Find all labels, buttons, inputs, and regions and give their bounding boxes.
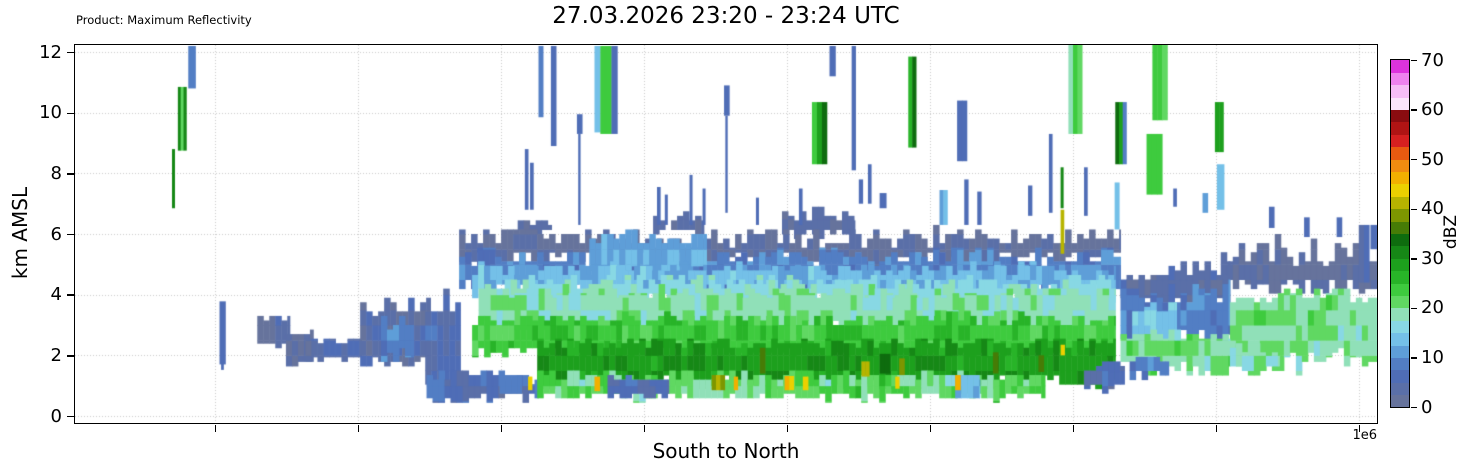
colorbar-step xyxy=(1391,183,1409,197)
colorbar-step xyxy=(1391,171,1409,185)
colorbar-step xyxy=(1391,245,1409,259)
colorbar-tick-mark xyxy=(1411,109,1417,111)
x-axis-label: South to North xyxy=(652,439,800,463)
colorbar-step xyxy=(1391,208,1409,222)
y-tick-label: 0 xyxy=(50,405,62,427)
colorbar-step xyxy=(1391,146,1409,160)
y-tick-label: 10 xyxy=(39,102,62,124)
y-tick-label: 8 xyxy=(50,162,62,184)
product-label: Product: Maximum Reflectivity xyxy=(76,13,252,27)
plot-area xyxy=(74,44,1378,424)
colorbar-step xyxy=(1391,394,1409,408)
colorbar-step xyxy=(1391,369,1409,383)
y-tick-label: 12 xyxy=(39,41,62,63)
colorbar-step xyxy=(1391,84,1409,98)
y-tick-label: 2 xyxy=(50,344,62,366)
colorbar-tick-label: 40 xyxy=(1421,198,1444,220)
colorbar-step xyxy=(1391,72,1409,86)
colorbar-step xyxy=(1391,60,1409,73)
x-tick-mark xyxy=(643,425,646,432)
colorbar xyxy=(1390,59,1410,408)
x-tick-mark xyxy=(929,425,932,432)
x-tick-mark xyxy=(1072,425,1075,432)
colorbar-step xyxy=(1391,270,1409,284)
colorbar-tick-label: 60 xyxy=(1421,99,1444,121)
colorbar-tick-mark xyxy=(1411,406,1417,409)
colorbar-step xyxy=(1391,295,1409,309)
colorbar-step xyxy=(1391,121,1409,135)
x-tick-mark xyxy=(1358,425,1361,432)
colorbar-step xyxy=(1391,382,1409,396)
y-tick-label: 4 xyxy=(50,284,62,306)
x-tick-mark xyxy=(1215,425,1218,432)
colorbar-label: dBZ xyxy=(1441,214,1461,250)
y-tick-label: 6 xyxy=(50,223,62,245)
colorbar-gradient xyxy=(1391,60,1409,408)
colorbar-tick-label: 50 xyxy=(1421,148,1444,170)
chart-title: 27.03.2026 23:20 - 23:24 UTC xyxy=(552,3,900,29)
axis-offset-label: 1e6 xyxy=(1352,428,1377,443)
colorbar-step xyxy=(1391,221,1409,234)
colorbar-step xyxy=(1391,196,1409,210)
x-tick-mark xyxy=(214,425,217,432)
colorbar-step xyxy=(1391,345,1409,358)
reflectivity-heatmap xyxy=(75,45,1377,423)
colorbar-step xyxy=(1391,109,1409,123)
colorbar-tick-label: 20 xyxy=(1421,297,1444,319)
y-tick-mark xyxy=(67,355,74,357)
colorbar-step xyxy=(1391,307,1409,321)
colorbar-tick-mark xyxy=(1411,258,1417,260)
colorbar-tick-label: 30 xyxy=(1421,247,1444,269)
colorbar-step xyxy=(1391,332,1409,346)
colorbar-step xyxy=(1391,159,1409,172)
colorbar-tick-label: 70 xyxy=(1421,49,1444,71)
y-tick-mark xyxy=(67,51,74,54)
colorbar-tick-mark xyxy=(1411,158,1417,161)
colorbar-step xyxy=(1391,258,1409,272)
x-tick-mark xyxy=(500,425,503,432)
colorbar-tick-mark xyxy=(1411,307,1417,310)
y-tick-mark xyxy=(67,233,74,236)
x-tick-mark xyxy=(357,425,360,432)
x-tick-mark xyxy=(786,425,789,432)
colorbar-tick-label: 0 xyxy=(1421,396,1433,418)
colorbar-tick-mark xyxy=(1411,59,1417,62)
colorbar-step xyxy=(1391,320,1409,334)
colorbar-step xyxy=(1391,357,1409,371)
colorbar-tick-label: 10 xyxy=(1421,346,1444,368)
y-tick-mark xyxy=(67,173,74,175)
colorbar-step xyxy=(1391,97,1409,111)
y-tick-mark xyxy=(67,112,74,114)
y-tick-mark xyxy=(67,415,74,418)
y-tick-mark xyxy=(67,294,74,296)
colorbar-tick-mark xyxy=(1411,208,1417,210)
colorbar-step xyxy=(1391,134,1409,148)
colorbar-step xyxy=(1391,233,1409,247)
colorbar-tick-mark xyxy=(1411,357,1417,359)
colorbar-step xyxy=(1391,283,1409,296)
